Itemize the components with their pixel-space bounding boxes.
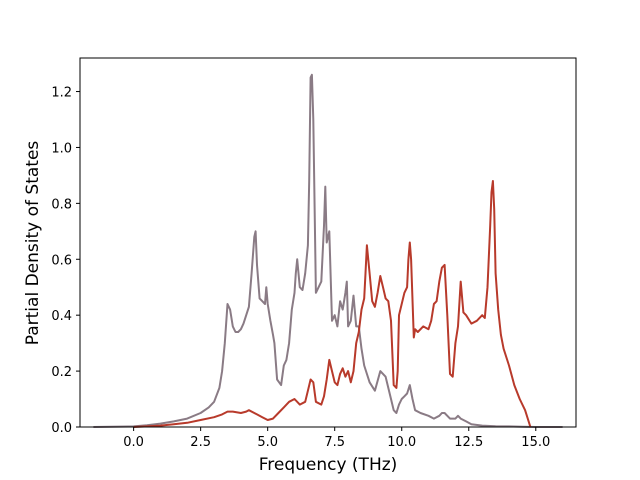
axes: 0.0 2.5 5.0 7.5 10.0 12.5 15.0 0.0 0.2 0.4 0.6 0.8 1… <box>51 57 577 450</box>
y-tick-label: 1.2 <box>51 86 72 101</box>
x-tick-label: 2.5 <box>190 435 211 450</box>
y-axis-label: Partial Density of States <box>23 141 43 346</box>
series-line-2 <box>133 180 532 428</box>
y-tick-label: 0.4 <box>51 309 72 324</box>
y-tick-label: 1.0 <box>51 141 72 156</box>
x-tick-label: 15.0 <box>521 435 550 450</box>
y-tick-label: 0.2 <box>51 365 72 380</box>
x-axis-label: Frequency (THz) <box>259 455 398 475</box>
axes-frame <box>79 57 577 428</box>
x-tick-label: 5.0 <box>257 435 278 450</box>
y-tick-label: 0.0 <box>51 421 72 436</box>
x-tick-label: 7.5 <box>324 435 345 450</box>
x-tick-label: 10.0 <box>387 435 416 450</box>
series-line-1 <box>93 73 563 428</box>
x-tick-label: 12.5 <box>454 435 483 450</box>
y-tick-label: 0.6 <box>51 253 72 268</box>
y-tick-label: 0.8 <box>51 197 72 212</box>
series-layer <box>93 73 563 428</box>
x-tick-label: 0.0 <box>123 435 144 450</box>
